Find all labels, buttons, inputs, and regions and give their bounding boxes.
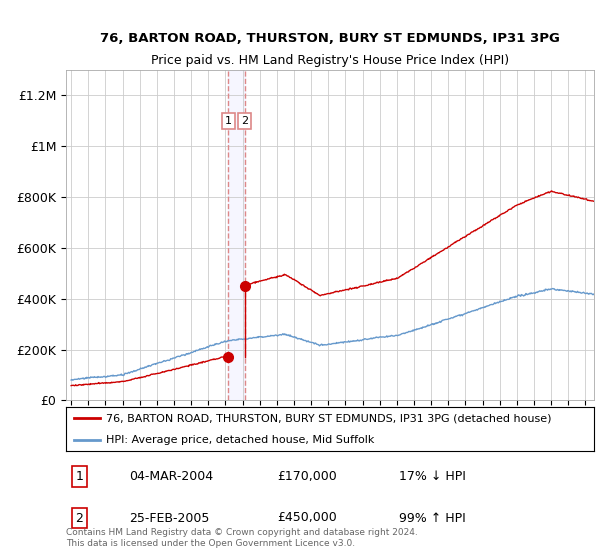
Text: 2: 2 (241, 116, 248, 126)
Text: HPI: Average price, detached house, Mid Suffolk: HPI: Average price, detached house, Mid … (106, 435, 374, 445)
Text: £450,000: £450,000 (277, 511, 337, 525)
Text: 25-FEB-2005: 25-FEB-2005 (130, 511, 210, 525)
Text: 2: 2 (75, 511, 83, 525)
Text: 1: 1 (225, 116, 232, 126)
Text: £170,000: £170,000 (277, 470, 337, 483)
Title: 76, BARTON ROAD, THURSTON, BURY ST EDMUNDS, IP31 3PG: 76, BARTON ROAD, THURSTON, BURY ST EDMUN… (100, 32, 560, 45)
Text: 04-MAR-2004: 04-MAR-2004 (130, 470, 214, 483)
Text: Contains HM Land Registry data © Crown copyright and database right 2024.
This d: Contains HM Land Registry data © Crown c… (66, 528, 418, 548)
Text: 1: 1 (75, 470, 83, 483)
Text: Price paid vs. HM Land Registry's House Price Index (HPI): Price paid vs. HM Land Registry's House … (151, 54, 509, 67)
Text: 17% ↓ HPI: 17% ↓ HPI (398, 470, 466, 483)
Text: 99% ↑ HPI: 99% ↑ HPI (398, 511, 466, 525)
Bar (229, 70, 245, 400)
Text: 76, BARTON ROAD, THURSTON, BURY ST EDMUNDS, IP31 3PG (detached house): 76, BARTON ROAD, THURSTON, BURY ST EDMUN… (106, 413, 551, 423)
